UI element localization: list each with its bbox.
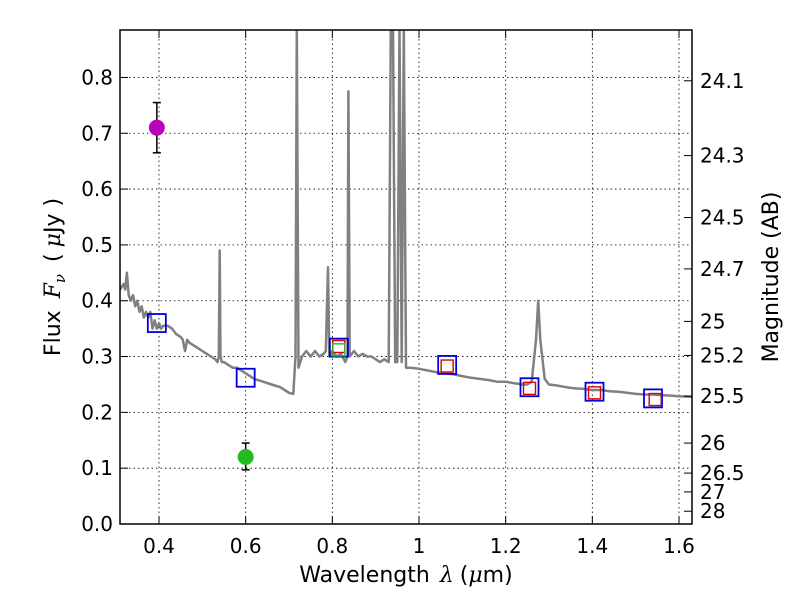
plot-area: [120, 30, 692, 471]
ticks: 0.4 0.6 0.8 1 1.2 1.4 1.6 0.0 0.1 0.2 0.3 0.4 0.5 0.6…: [81, 30, 745, 558]
y-tick-label: 0.0: [81, 512, 113, 536]
y2-tick-label: 26: [700, 431, 725, 455]
y-axis-label-mu: μ: [41, 233, 66, 247]
marker-observed-square: [643, 388, 663, 409]
marker-observed-square: [437, 355, 458, 375]
marker-model-square: [440, 359, 454, 373]
marker-observed-square: [146, 313, 167, 333]
y-tick-label: 0.8: [81, 65, 113, 89]
y-tick-label: 0.7: [81, 121, 113, 145]
x-tick-label: 1.2: [490, 534, 522, 558]
y-axis-label-symbol: F: [41, 282, 66, 299]
x-axis-label-prefix: Wavelength: [299, 563, 430, 588]
marker-observed-square: [519, 377, 540, 398]
marker-observed-square: [328, 337, 349, 358]
y2-axis-label: Magnitude (AB): [759, 192, 784, 363]
x-axis-label-mu: μ: [468, 563, 482, 588]
y2-tick-label: 24.3: [700, 144, 745, 168]
x-tick-label: 1: [413, 534, 426, 558]
y2-tick-label: 27: [700, 480, 725, 504]
markers: [146, 101, 663, 471]
y-tick-label: 0.6: [81, 177, 113, 201]
y-tick-label: 0.3: [81, 345, 113, 369]
y2-tick-label: 24.7: [700, 257, 745, 281]
x-tick-label: 0.8: [316, 534, 348, 558]
x-tick-label: 1.6: [663, 534, 695, 558]
y-axis-label-rest: Jy ): [41, 198, 66, 235]
y-axis-label: Flux Fν ( μJy ): [41, 198, 69, 356]
x-axis-label-rest: m): [483, 563, 513, 588]
marker-data-point: [148, 119, 165, 136]
marker-data-point: [237, 449, 254, 466]
x-tick-label: 0.4: [143, 534, 175, 558]
x-tick-label: 0.6: [230, 534, 262, 558]
marker-model-square: [587, 386, 602, 400]
y-axis-label-prefix: Flux: [41, 310, 66, 356]
marker-model-square: [522, 381, 537, 396]
y2-tick-label: 25.2: [700, 343, 745, 367]
x-axis-label-symbol: λ: [439, 563, 454, 588]
marker-observed-square: [584, 381, 605, 402]
marker-model-square: [332, 343, 346, 357]
y-tick-label: 0.1: [81, 456, 113, 480]
y-axis-label-subscript: ν: [51, 274, 69, 283]
x-axis-label-open: (: [460, 563, 469, 588]
y-tick-label: 0.2: [81, 400, 113, 424]
marker-observed-square: [235, 367, 256, 388]
marker-model-square: [648, 392, 662, 407]
y2-tick-label: 28: [700, 499, 725, 523]
plot-frame: [119, 29, 693, 525]
y2-tick-label: 24.5: [700, 206, 745, 230]
y2-tick-label: 25: [700, 309, 725, 333]
y2-tick-label: 26.5: [700, 461, 745, 485]
y-tick-label: 0.4: [81, 289, 113, 313]
x-axis-label: Wavelength λ (μm): [299, 563, 512, 588]
x-tick-label: 1.4: [576, 534, 608, 558]
y-tick-label: 0.5: [81, 233, 113, 257]
y-axis-label-open: (: [41, 253, 66, 262]
y2-tick-label: 24.1: [700, 69, 745, 93]
y2-tick-label: 25.5: [700, 384, 745, 408]
